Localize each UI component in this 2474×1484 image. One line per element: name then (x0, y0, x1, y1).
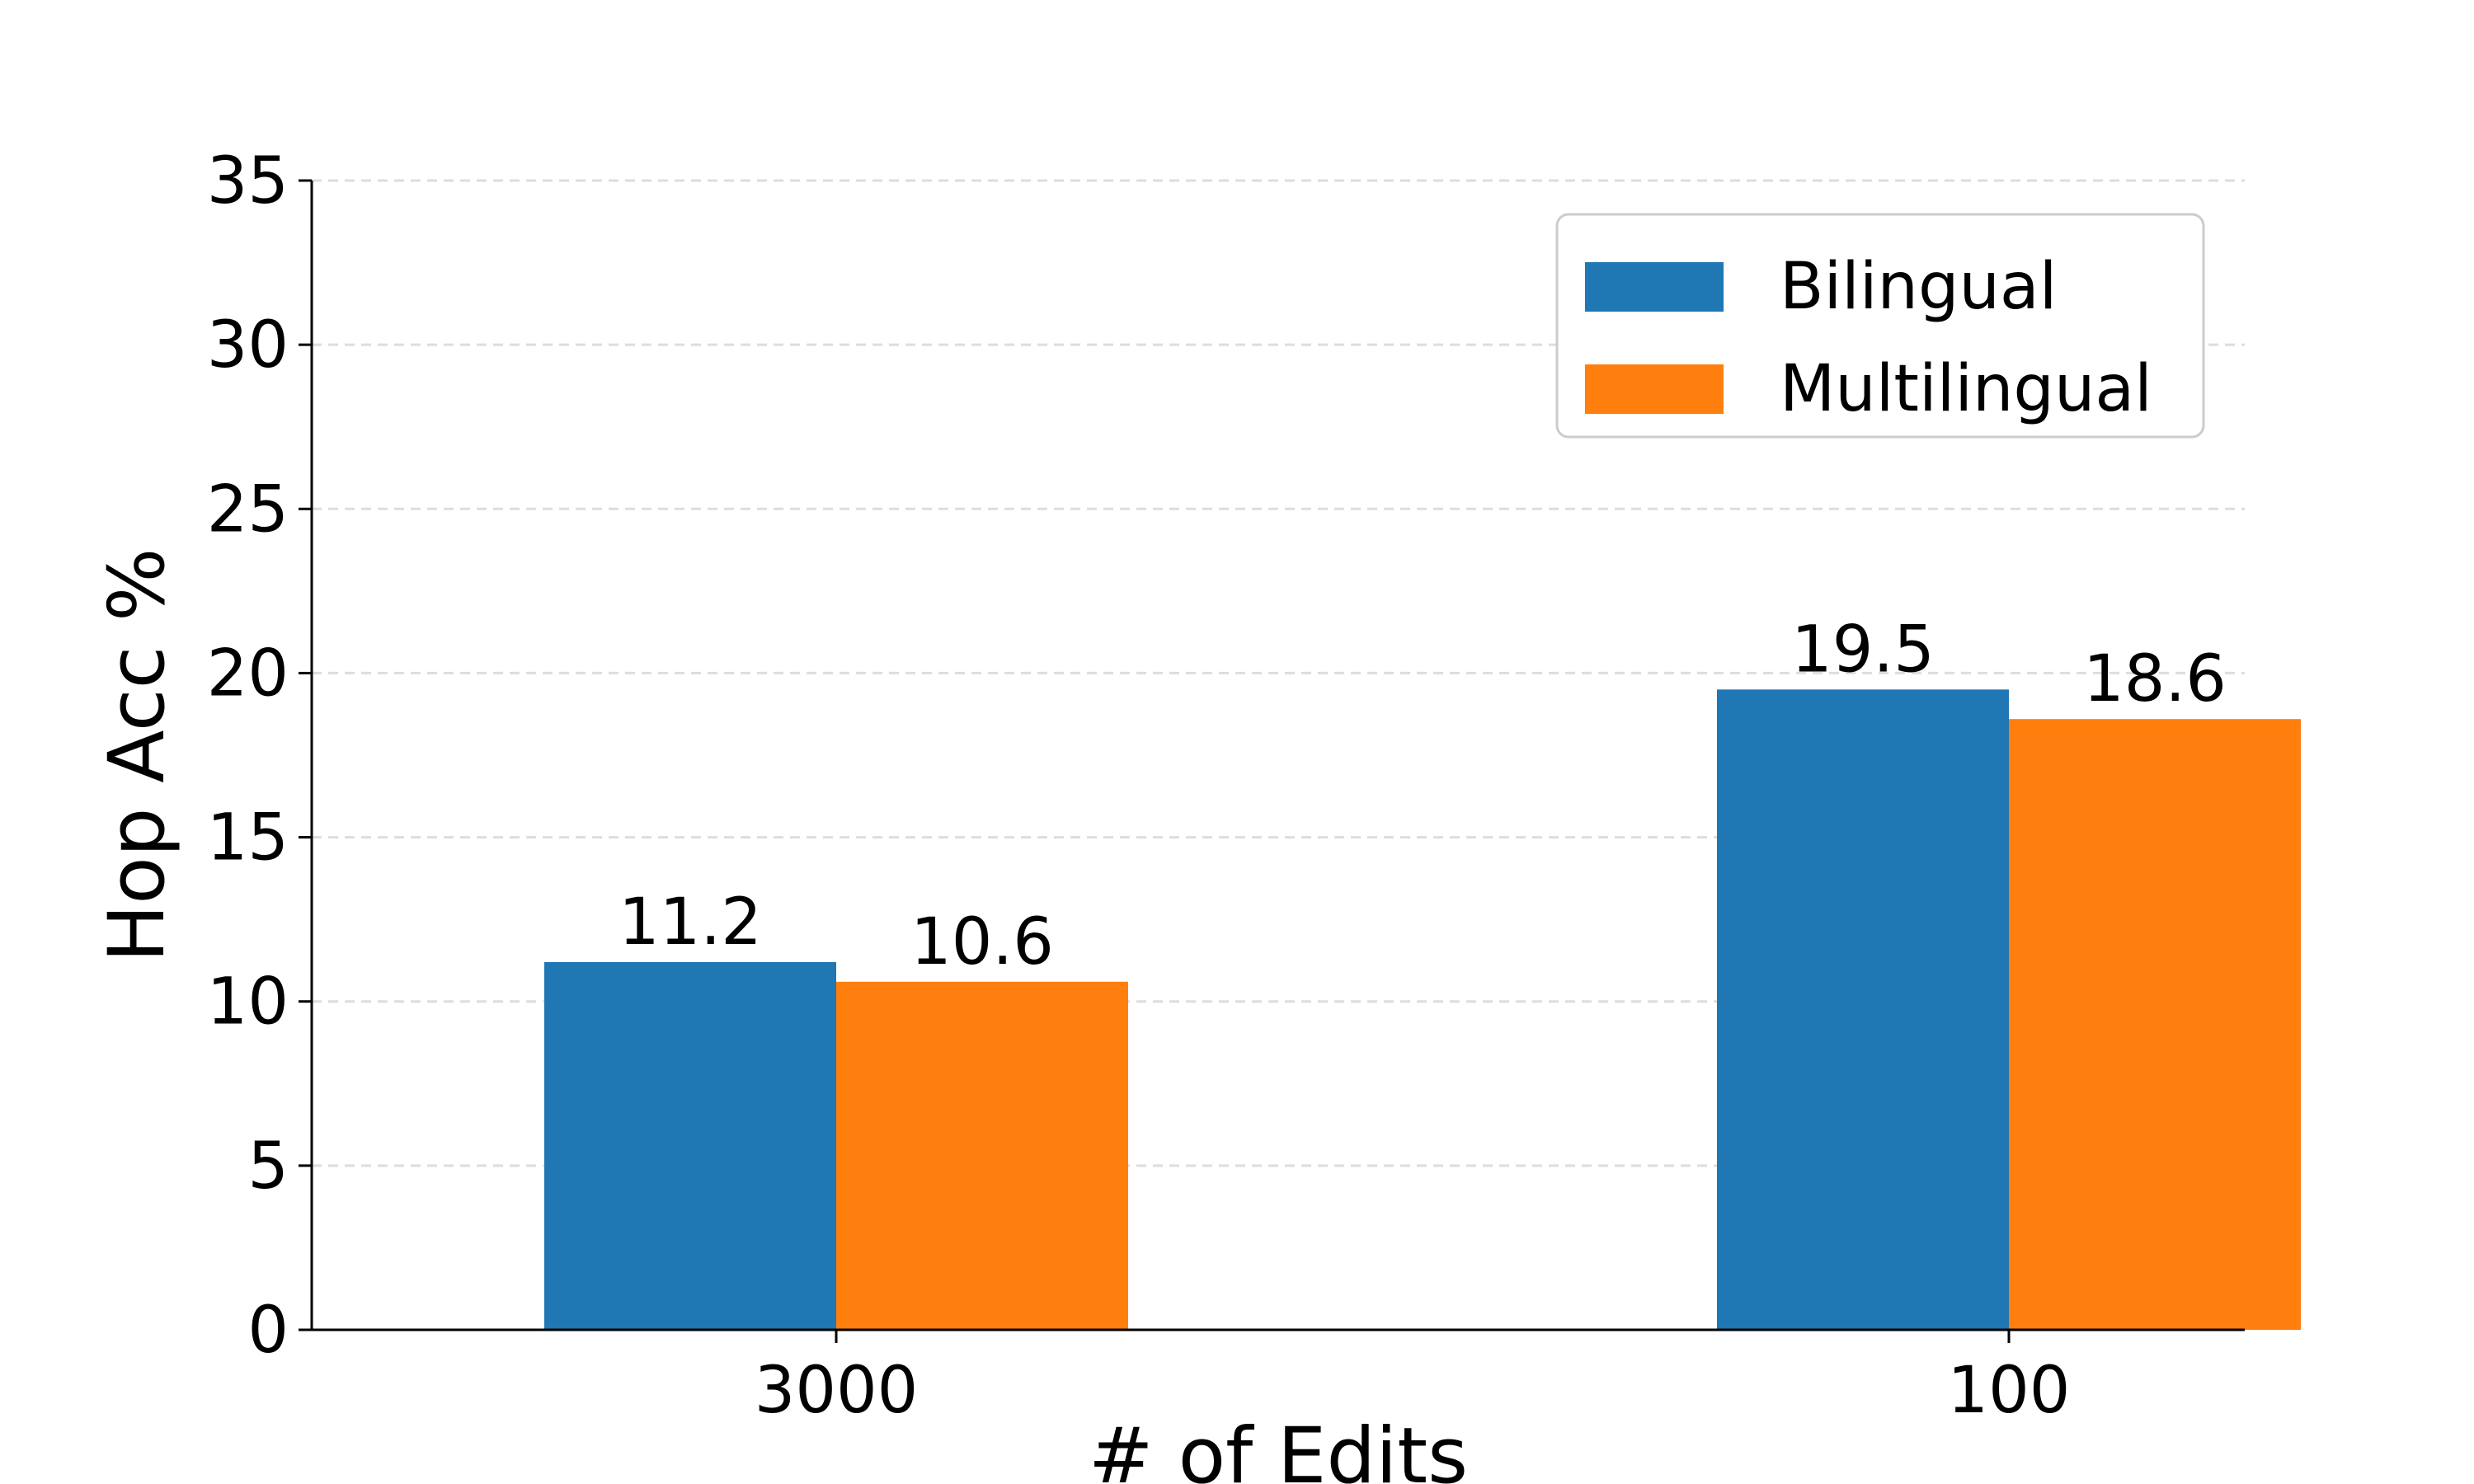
bar-bilingual-3000 (544, 961, 836, 1330)
bar-value-label: 18.6 (2083, 642, 2227, 716)
legend-label-bilingual: Bilingual (1780, 250, 2057, 324)
y-ticks: 0 5 10 15 20 25 30 35 (207, 144, 312, 1368)
legend-swatch-multilingual (1585, 364, 1724, 414)
y-tick-label: 30 (207, 308, 289, 383)
bars (544, 689, 2301, 1330)
legend-label-multilingual: Multilingual (1780, 352, 2152, 426)
bar-value-label: 10.6 (910, 905, 1054, 979)
y-tick-label: 35 (207, 144, 289, 218)
y-tick-label: 5 (247, 1129, 289, 1204)
x-ticks: 3000 100 (755, 1330, 2071, 1428)
y-tick-label: 15 (207, 801, 289, 876)
y-tick-label: 10 (207, 965, 289, 1040)
x-tick-label: 100 (1948, 1354, 2071, 1428)
bar-value-label: 11.2 (618, 885, 762, 960)
x-axis-label: # of Edits (1089, 1411, 1468, 1484)
bar-bilingual-100 (1717, 689, 2009, 1330)
legend-swatch-bilingual (1585, 262, 1724, 312)
y-tick-label: 0 (247, 1294, 289, 1368)
bar-value-labels: 11.2 10.6 19.5 18.6 (618, 613, 2227, 979)
x-tick-label: 3000 (755, 1354, 919, 1428)
y-tick-label: 20 (207, 636, 289, 711)
y-axis-label: Hop Acc % (92, 548, 182, 963)
axes (310, 181, 2245, 1331)
legend: Bilingual Multilingual (1555, 213, 2205, 439)
bar-multilingual-100 (2009, 719, 2301, 1330)
y-tick-label: 25 (207, 472, 289, 547)
bar-value-label: 19.5 (1791, 613, 1935, 687)
bar-multilingual-3000 (836, 981, 1128, 1330)
